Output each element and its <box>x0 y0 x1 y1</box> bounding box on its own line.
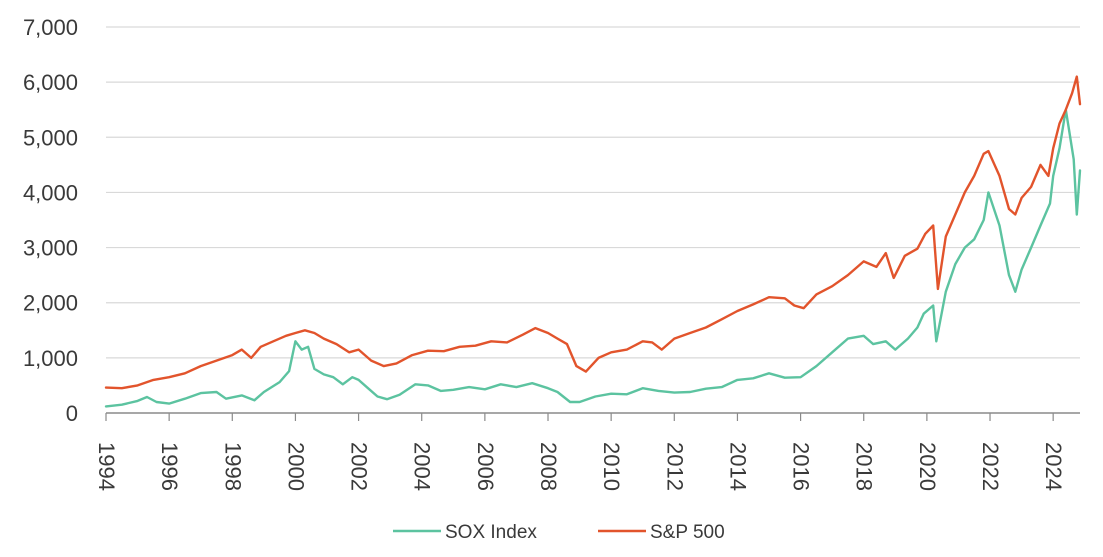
x-axis-tick-marks <box>105 413 1054 421</box>
y-tick-label: 1,000 <box>23 346 78 371</box>
y-tick-label: 3,000 <box>23 236 78 261</box>
x-tick-label: 2024 <box>1041 442 1066 491</box>
series-line-sox-index <box>104 108 1082 408</box>
x-axis-tick-labels: 1994 1996 1998 2000 2002 2004 2006 2008 2010 2012… <box>94 442 1066 491</box>
x-tick-label: 2020 <box>915 442 940 491</box>
y-tick-label: 0 <box>66 401 78 426</box>
x-tick-label: 2016 <box>789 442 814 491</box>
x-tick-label: 1996 <box>157 442 182 491</box>
legend-label: SOX Index <box>445 522 537 543</box>
x-tick-label: 2006 <box>473 442 498 491</box>
y-tick-label: 6,000 <box>23 70 78 95</box>
y-tick-label: 7,000 <box>23 15 78 40</box>
y-tick-label: 5,000 <box>23 125 78 150</box>
x-tick-label: 2022 <box>978 442 1003 491</box>
legend-label: S&P 500 <box>650 522 725 543</box>
x-tick-label: 2000 <box>283 442 308 491</box>
series-line-sp500 <box>104 75 1082 390</box>
x-tick-label: 2002 <box>347 442 372 491</box>
gridlines <box>106 26 1080 359</box>
x-tick-label: 1994 <box>94 442 119 491</box>
x-tick-label: 2010 <box>599 442 624 491</box>
x-tick-label: 2014 <box>725 442 750 491</box>
y-axis-ticks: 0 1,000 2,000 3,000 4,000 5,000 6,000 7,000 <box>23 15 78 426</box>
legend: SOX Index S&P 500 <box>393 522 725 543</box>
x-tick-label: 2004 <box>410 442 435 491</box>
series-lines <box>104 75 1082 408</box>
x-tick-label: 2012 <box>662 442 687 491</box>
y-tick-label: 2,000 <box>23 291 78 316</box>
x-tick-label: 2008 <box>536 442 561 491</box>
y-tick-label: 4,000 <box>23 180 78 205</box>
x-tick-label: 1998 <box>220 442 245 491</box>
x-tick-label: 2018 <box>852 442 877 491</box>
